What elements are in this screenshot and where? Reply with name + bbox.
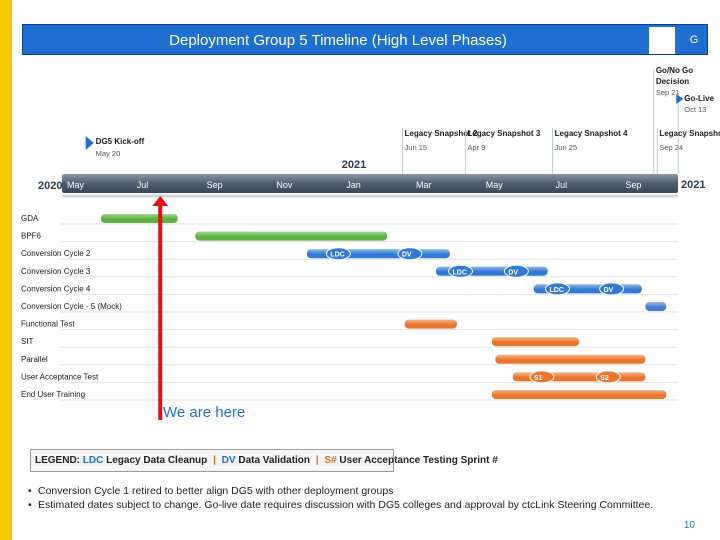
task-label: SIT [21, 337, 34, 346]
task-bar-shine [645, 302, 667, 311]
task-bar-shine [404, 319, 457, 329]
task-bar-shine [491, 390, 667, 399]
axis-tick-label: Sep [625, 180, 641, 190]
legend-dv-text: Data Validation [238, 455, 311, 466]
milestone-date: May 20 [96, 149, 121, 158]
page-number: 10 [683, 520, 695, 531]
legend: LEGEND: LDC Legacy Data Cleanup | DV Dat… [30, 449, 498, 472]
phase-marker-label: DV [604, 287, 614, 294]
task-label: Conversion Cycle 3 [21, 267, 91, 276]
legend-ldc-abbr: LDC [82, 455, 104, 466]
milestone-date: Apr 9 [467, 143, 485, 152]
phase-marker-label: LDC [330, 252, 344, 259]
axis-tick-label: Sep [207, 180, 223, 190]
milestone-date: Sep 24 [659, 143, 683, 152]
legend-ldc-text: Legacy Data Cleanup [106, 455, 208, 466]
phase-marker [599, 282, 625, 296]
phase-marker-label: S2 [600, 375, 609, 382]
phase-marker-label: LDC [549, 287, 563, 294]
status-indicator: G [689, 34, 699, 46]
legend-dv-abbr: DV [221, 455, 236, 466]
page-title: Deployment Group 5 Timeline (High Level … [169, 32, 507, 49]
status-box [649, 27, 675, 54]
milestone-arrow-icon [676, 94, 684, 104]
task-label: GDA [21, 214, 39, 223]
note-item: Estimated dates subject to change. Go-li… [28, 498, 653, 512]
milestone-name: Legacy Snapshot 2 [405, 129, 478, 138]
today-marker-line [158, 202, 163, 420]
phase-marker [503, 264, 529, 278]
task-bar-shine [100, 214, 178, 223]
axis-tick-label: Jul [556, 180, 568, 190]
milestone-name: Decision [656, 77, 689, 86]
legend-separator: | [213, 455, 216, 466]
milestone-date: Jun 15 [405, 143, 428, 152]
title-banner: Deployment Group 5 Timeline (High Level … [22, 24, 708, 55]
axis-tick-label: Jan [346, 180, 361, 190]
task-label: Parallel [21, 355, 48, 364]
year-mid-label: 2021 [342, 159, 366, 171]
milestone-date: Oct 13 [684, 105, 706, 114]
task-label: User Acceptance Test [21, 372, 99, 381]
legend-s-text: User Acceptance Testing Sprint # [339, 455, 498, 466]
phase-marker [544, 282, 570, 296]
axis-tick-label: May [67, 180, 85, 190]
year-end-label: 2021 [681, 179, 705, 191]
notes-list: Conversion Cycle 1 retired to better ali… [28, 484, 653, 512]
legend-s-abbr: S# [324, 455, 337, 466]
milestone-arrow-icon [85, 136, 94, 150]
phase-marker [448, 264, 474, 278]
task-label: Conversion Cycle 4 [21, 284, 91, 293]
milestone-name: Go-Live [684, 94, 714, 103]
axis-tick-label: Mar [416, 180, 432, 190]
axis-tick-label: May [486, 180, 504, 190]
task-label: End User Training [21, 390, 85, 399]
task-label: BPF6 [21, 232, 42, 241]
phase-marker-label: LDC [453, 269, 467, 276]
task-label: Conversion Cycle - 5 (Mock) [21, 302, 122, 311]
task-bar-shine [495, 354, 646, 364]
phase-marker-label: DV [402, 252, 412, 259]
phase-marker-label: DV [508, 269, 518, 276]
legend-separator: | [315, 455, 319, 466]
axis-tick-label: Nov [276, 180, 293, 190]
note-item: Conversion Cycle 1 retired to better ali… [28, 484, 653, 498]
phase-marker [325, 247, 351, 261]
phase-marker [595, 370, 621, 384]
accent-bar [0, 0, 12, 540]
task-label: Conversion Cycle 2 [21, 249, 91, 258]
milestone-name: Go/No Go [656, 66, 693, 75]
axis-tick-label: Jul [137, 180, 149, 190]
task-bar-shine [491, 337, 580, 347]
milestone-date: Sep 21 [656, 88, 680, 97]
task-bar-shine [195, 231, 388, 241]
phase-marker [397, 247, 423, 261]
year-start-label: 2020 [38, 180, 62, 192]
today-marker-arrow-icon [152, 196, 169, 206]
timeline-axis-band [62, 174, 678, 193]
legend-prefix: LEGEND: [35, 455, 80, 466]
milestone-name: Legacy Snapshot 4 [555, 129, 628, 138]
phase-marker-label: S1 [534, 375, 543, 382]
phase-marker [529, 370, 555, 384]
milestone-name: DG5 Kick-off [96, 137, 145, 146]
milestone-date: Jun 25 [555, 143, 578, 152]
milestone-name: Legacy Snapshot 3 [467, 129, 540, 138]
milestone-name: Legacy Snapshot 5 [659, 129, 720, 138]
today-marker-label: We are here [163, 404, 246, 421]
task-label: Functional Test [21, 320, 75, 329]
